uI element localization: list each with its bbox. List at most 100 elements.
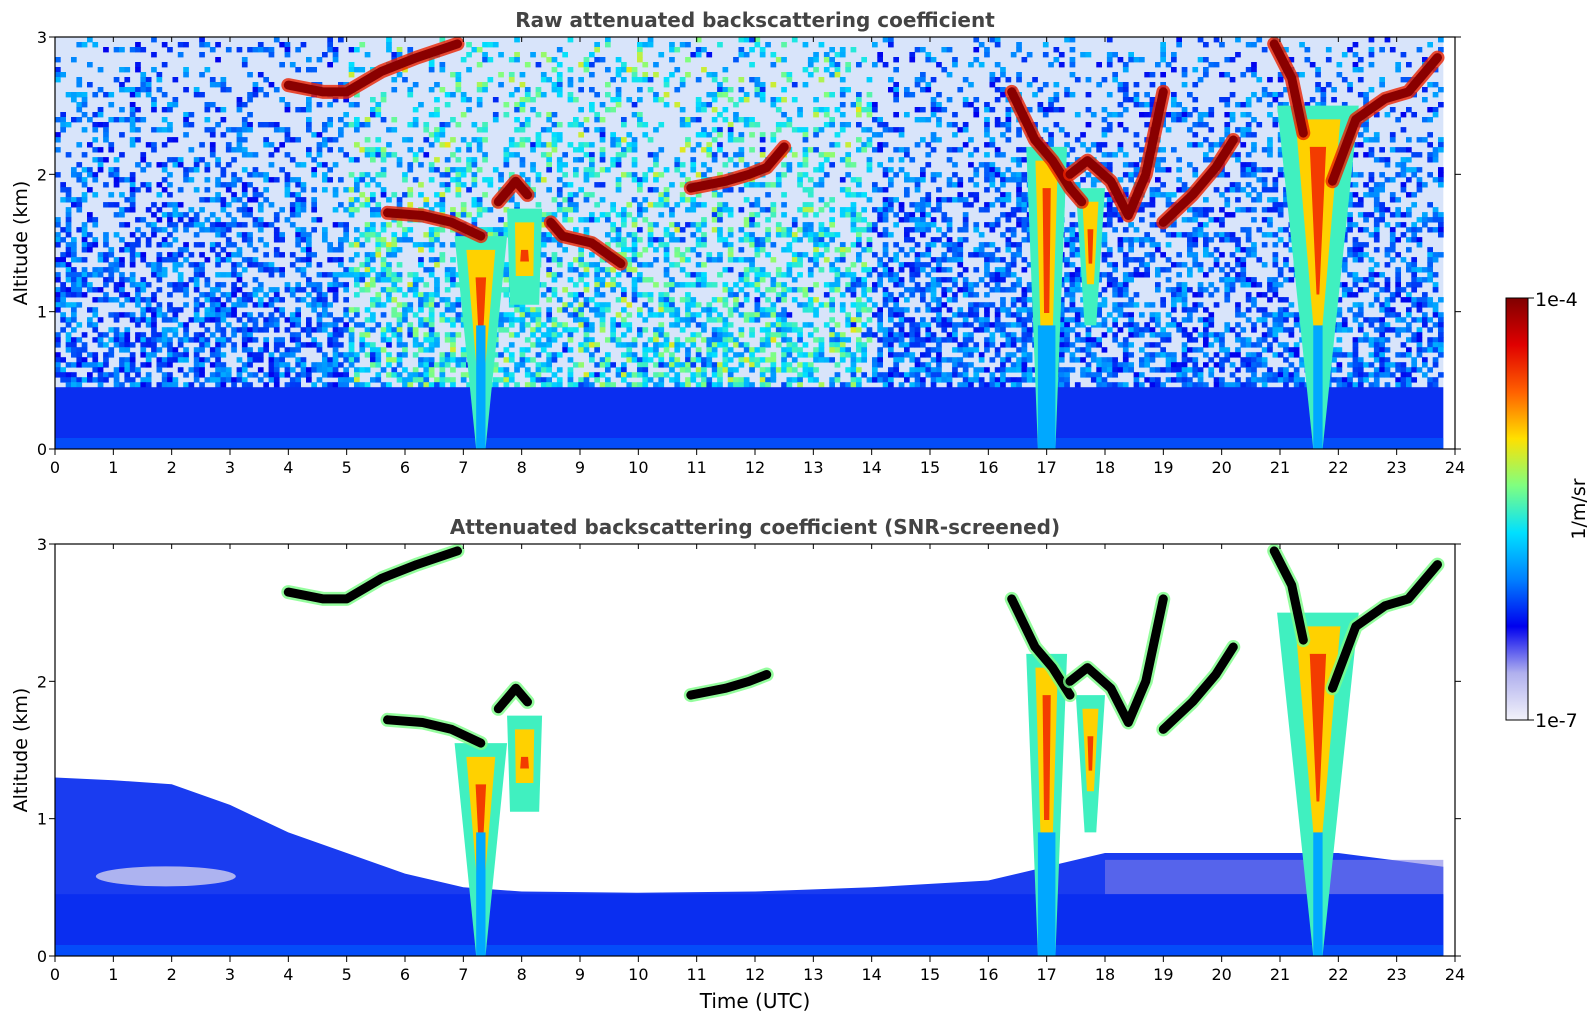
noise-cell [679, 107, 686, 113]
noise-cell [161, 92, 168, 98]
noise-cell [759, 87, 766, 93]
noise-cell [882, 232, 889, 238]
noise-cell [1272, 282, 1279, 288]
noise-cell [263, 92, 269, 98]
noise-cell [637, 272, 643, 278]
noise-cell [514, 52, 520, 58]
noise-cell [354, 157, 360, 163]
noise-cell [1069, 242, 1076, 248]
noise-cell [289, 157, 296, 163]
noise-cell [594, 307, 600, 313]
noise-cell [370, 282, 376, 288]
noise-cell [247, 92, 253, 98]
noise-cell [241, 137, 248, 143]
noise-cell [508, 302, 515, 308]
noise-cell [797, 227, 803, 233]
noise-cell [872, 132, 878, 138]
noise-cell [866, 107, 873, 113]
noise-cell [984, 162, 990, 168]
noise-cell [1176, 37, 1182, 43]
noise-cell [807, 202, 814, 208]
noise-cell [1400, 212, 1407, 218]
noise-cell [215, 252, 221, 258]
noise-cell [856, 307, 862, 313]
noise-cell [1139, 217, 1145, 223]
noise-cell [1251, 217, 1257, 223]
noise-cell [669, 262, 675, 268]
noise-cell [215, 122, 221, 128]
noise-cell [861, 292, 867, 298]
noise-cell [338, 117, 344, 123]
noise-cell [599, 132, 606, 138]
noise-cell [119, 207, 125, 213]
noise-cell [241, 297, 248, 303]
noise-cell [338, 127, 344, 133]
noise-cell [1139, 257, 1145, 263]
noise-cell [1411, 257, 1417, 263]
noise-cell [476, 127, 483, 133]
noise-cell [663, 192, 670, 198]
noise-cell [1197, 302, 1204, 308]
noise-cell [941, 212, 948, 218]
noise-cell [231, 192, 237, 198]
noise-cell [439, 197, 446, 203]
noise-cell [989, 72, 996, 78]
noise-cell [434, 232, 440, 238]
noise-cell [749, 47, 755, 53]
noise-cell [669, 237, 675, 243]
noise-cell [1181, 117, 1188, 123]
noise-cell [925, 247, 932, 253]
noise-cell [439, 242, 446, 248]
noise-cell [631, 177, 638, 183]
noise-cell [450, 152, 456, 158]
noise-cell [466, 97, 472, 103]
noise-cell [647, 242, 654, 248]
noise-cell [1000, 92, 1006, 98]
noise-cell [802, 152, 809, 158]
noise-cell [450, 267, 456, 273]
noise-cell [978, 302, 985, 308]
noise-cell [81, 197, 88, 203]
noise-cell [386, 262, 392, 268]
noise-cell [108, 202, 115, 208]
noise-cell [156, 277, 163, 283]
noise-cell [839, 247, 846, 253]
noise-cell [204, 127, 211, 133]
noise-cell [791, 237, 798, 243]
noise-cell [546, 287, 552, 293]
noise-cell [492, 117, 499, 123]
noise-cell [215, 217, 221, 223]
noise-cell [129, 247, 136, 253]
noise-cell [236, 97, 243, 103]
noise-cell [1261, 207, 1268, 213]
noise-cell [252, 277, 259, 283]
noise-cell [113, 257, 120, 263]
noise-cell [1341, 262, 1348, 268]
noise-cell [1411, 227, 1417, 233]
noise-cell [391, 307, 398, 313]
noise-cell [519, 97, 526, 103]
noise-cell [556, 242, 563, 248]
noise-cell [460, 212, 467, 218]
noise-cell [1373, 227, 1380, 233]
noise-cell [1005, 167, 1012, 173]
noise-cell [1341, 52, 1348, 58]
noise-cell [781, 122, 787, 128]
noise-cell [829, 297, 835, 303]
noise-cell [279, 307, 285, 313]
noise-cell [578, 257, 584, 263]
noise-cell [781, 42, 787, 48]
noise-cell [327, 242, 333, 248]
noise-cell [1101, 257, 1108, 263]
noise-cell [615, 72, 622, 78]
noise-cell [727, 292, 734, 298]
noise-cell [872, 252, 878, 258]
noise-cell [893, 127, 899, 133]
noise-cell [583, 172, 590, 178]
noise-cell [487, 232, 494, 238]
noise-cell [113, 202, 120, 208]
noise-cell [1427, 42, 1433, 48]
noise-cell [877, 277, 883, 283]
noise-cell [898, 157, 905, 163]
noise-cell [1352, 152, 1359, 158]
